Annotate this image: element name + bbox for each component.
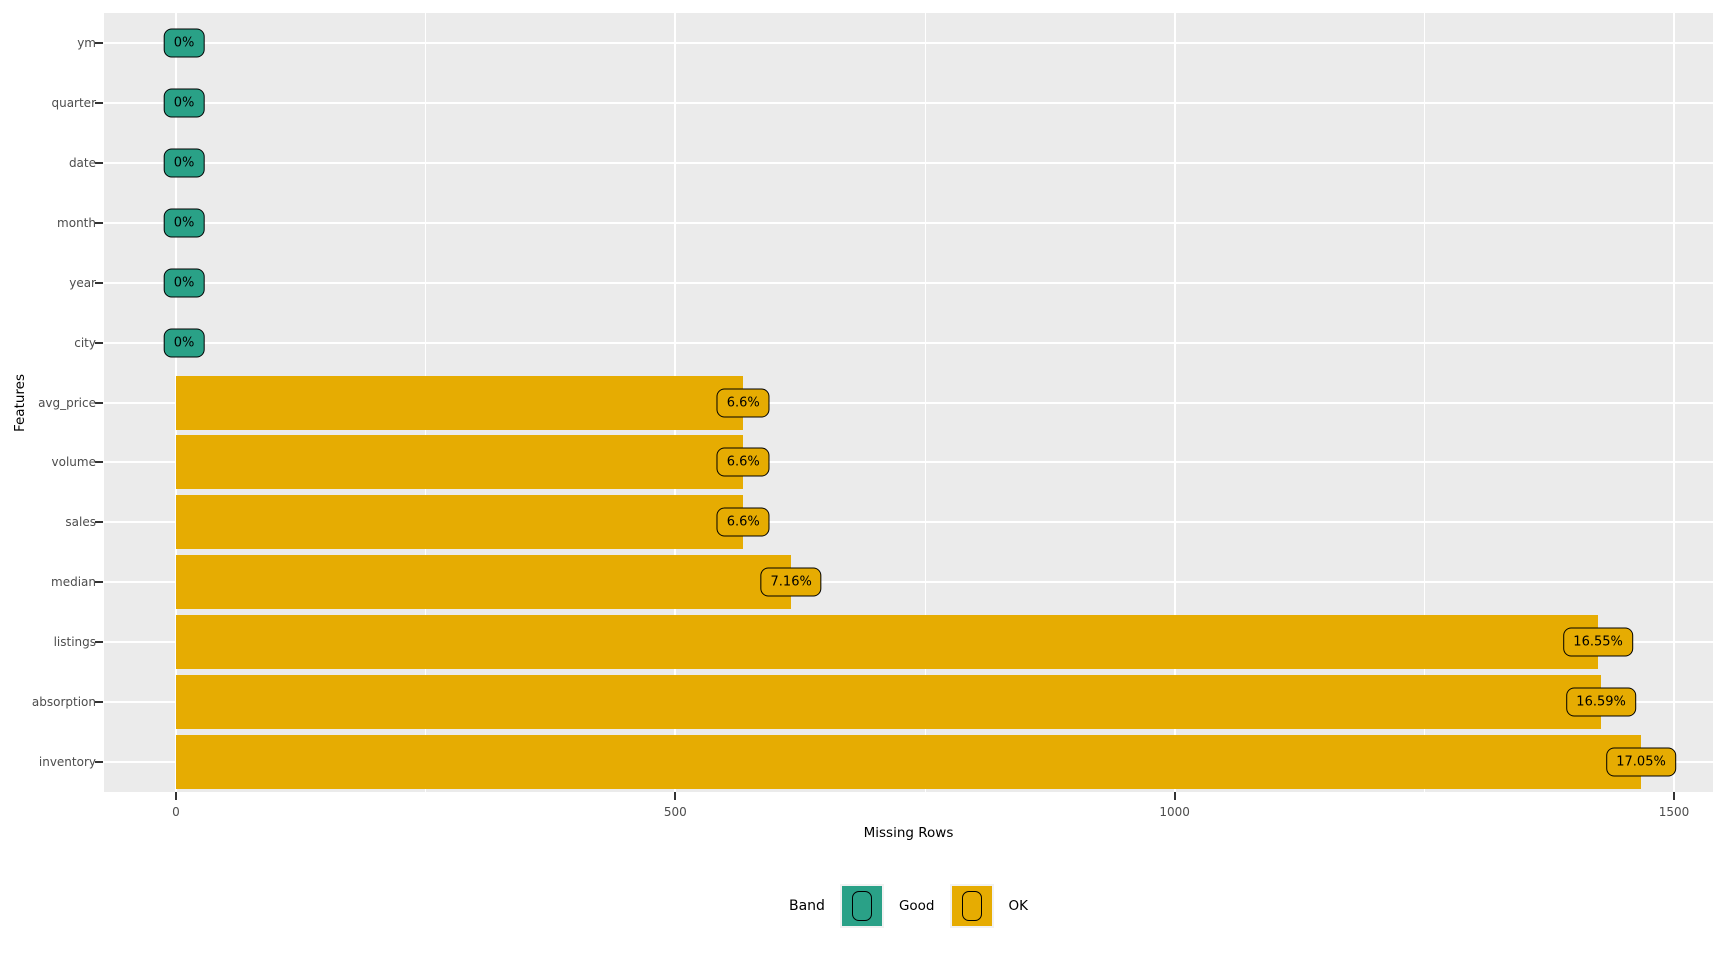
y-tick-mark <box>95 401 103 404</box>
bar-value-label: 7.16% <box>760 567 822 597</box>
bar-value-label: 6.6% <box>716 507 770 537</box>
x-tick-label: 0 <box>172 805 180 819</box>
gridline-major-horizontal <box>104 341 1713 344</box>
y-tick-label: inventory <box>38 755 96 770</box>
legend-title: Band <box>789 898 825 914</box>
legend-key-good <box>839 884 884 928</box>
y-tick-label: quarter <box>51 95 96 110</box>
y-tick-mark <box>95 641 103 644</box>
label-glyph-icon <box>961 891 982 921</box>
bar-value-label: 6.6% <box>716 447 770 477</box>
y-tick-mark <box>95 101 103 104</box>
label-glyph-icon <box>851 891 872 921</box>
y-tick-label: listings <box>53 635 96 650</box>
bar <box>176 615 1599 670</box>
bar-value-label: 17.05% <box>1606 747 1676 777</box>
x-tick-label: 500 <box>663 805 687 819</box>
y-tick-label: sales <box>65 515 96 530</box>
y-tick-mark <box>95 521 103 524</box>
gridline-major-horizontal <box>104 581 1713 584</box>
y-tick-mark <box>95 581 103 584</box>
bar-value-label: 0% <box>163 148 205 178</box>
y-axis-title: Features <box>12 373 28 432</box>
x-tick-mark <box>1673 792 1675 800</box>
y-tick-label: year <box>69 275 96 290</box>
gridline-major-horizontal <box>104 101 1713 104</box>
gridline-major-horizontal <box>104 281 1713 284</box>
y-tick-label: avg_price <box>38 395 96 410</box>
x-tick-mark <box>1173 792 1176 800</box>
y-tick-label: date <box>68 155 96 170</box>
x-tick-label: 1000 <box>1159 805 1190 819</box>
y-tick-mark <box>95 701 103 704</box>
bar-value-label: 0% <box>163 328 205 358</box>
y-tick-mark <box>95 341 103 344</box>
gridline-major-horizontal <box>104 41 1713 44</box>
bar <box>176 735 1642 790</box>
y-tick-mark <box>95 461 103 464</box>
legend: Band Good OK <box>104 884 1713 928</box>
bar-value-label: 0% <box>163 268 205 298</box>
legend-label-good: Good <box>898 898 935 914</box>
y-tick-label: city <box>74 335 96 350</box>
bar <box>176 495 744 550</box>
gridline-major-horizontal <box>104 461 1713 464</box>
y-tick-label: median <box>51 575 96 590</box>
y-tick-mark <box>95 41 103 44</box>
gridline-major-horizontal <box>104 161 1713 164</box>
y-tick-label: month <box>57 215 96 230</box>
bar-value-label: 6.6% <box>716 388 770 417</box>
bar-value-label: 16.55% <box>1563 627 1633 657</box>
x-axis-title: Missing Rows <box>863 825 954 841</box>
bar-value-label: 16.59% <box>1566 687 1636 717</box>
legend-label-ok: OK <box>1008 898 1028 914</box>
bar <box>176 675 1602 730</box>
plot-panel: 0% 0% 0% 0% 0% 0% 6.6% 6.6% 6.6% 7.16% 16.55% 16.59… <box>104 13 1713 792</box>
gridline-major-horizontal <box>104 521 1713 524</box>
bar-value-label: 0% <box>163 208 205 238</box>
y-tick-mark <box>95 761 103 764</box>
y-tick-mark <box>95 161 103 164</box>
bar-value-label: 0% <box>163 88 205 118</box>
bar-value-label: 0% <box>163 28 205 58</box>
x-tick-mark <box>175 792 177 800</box>
x-tick-label: 1500 <box>1658 805 1690 819</box>
gridline-major-horizontal <box>104 401 1713 404</box>
y-tick-label: volume <box>51 455 96 470</box>
y-tick-label: ym <box>77 35 96 50</box>
gridline-major-horizontal <box>104 221 1713 224</box>
y-tick-mark <box>95 281 103 284</box>
bar <box>176 375 744 430</box>
y-tick-label: absorption <box>31 695 96 710</box>
x-tick-mark <box>674 792 677 800</box>
bar <box>176 555 792 610</box>
y-tick-mark <box>95 221 103 224</box>
legend-key-ok <box>949 884 994 928</box>
bar <box>176 435 744 490</box>
